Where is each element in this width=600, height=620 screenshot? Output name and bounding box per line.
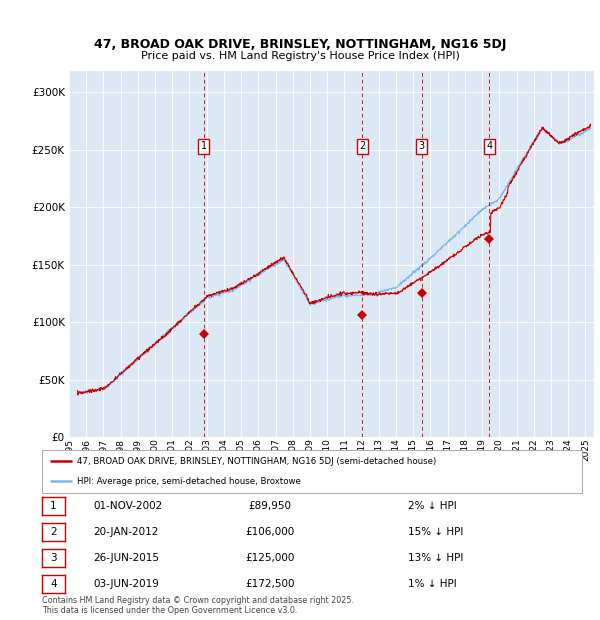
Text: £89,950: £89,950 <box>248 501 292 511</box>
Text: Contains HM Land Registry data © Crown copyright and database right 2025.
This d: Contains HM Land Registry data © Crown c… <box>42 596 354 615</box>
Text: £125,000: £125,000 <box>245 553 295 563</box>
Text: 2: 2 <box>359 141 365 151</box>
Text: 03-JUN-2019: 03-JUN-2019 <box>93 579 159 589</box>
Text: 26-JUN-2015: 26-JUN-2015 <box>93 553 159 563</box>
Text: Price paid vs. HM Land Registry's House Price Index (HPI): Price paid vs. HM Land Registry's House … <box>140 51 460 61</box>
Text: £106,000: £106,000 <box>245 527 295 537</box>
Text: HPI: Average price, semi-detached house, Broxtowe: HPI: Average price, semi-detached house,… <box>77 477 301 485</box>
Text: 13% ↓ HPI: 13% ↓ HPI <box>408 553 463 563</box>
Text: 47, BROAD OAK DRIVE, BRINSLEY, NOTTINGHAM, NG16 5DJ (semi-detached house): 47, BROAD OAK DRIVE, BRINSLEY, NOTTINGHA… <box>77 457 436 466</box>
Text: 3: 3 <box>418 141 425 151</box>
Text: 1% ↓ HPI: 1% ↓ HPI <box>408 579 457 589</box>
Text: 3: 3 <box>50 553 57 563</box>
Text: 4: 4 <box>486 141 493 151</box>
Text: 1: 1 <box>50 501 57 511</box>
Text: 1: 1 <box>201 141 207 151</box>
Text: 4: 4 <box>50 579 57 589</box>
Text: 2% ↓ HPI: 2% ↓ HPI <box>408 501 457 511</box>
Text: 2: 2 <box>50 527 57 537</box>
Text: 47, BROAD OAK DRIVE, BRINSLEY, NOTTINGHAM, NG16 5DJ: 47, BROAD OAK DRIVE, BRINSLEY, NOTTINGHA… <box>94 38 506 51</box>
Text: 01-NOV-2002: 01-NOV-2002 <box>93 501 162 511</box>
Text: 20-JAN-2012: 20-JAN-2012 <box>93 527 158 537</box>
Text: £172,500: £172,500 <box>245 579 295 589</box>
Text: 15% ↓ HPI: 15% ↓ HPI <box>408 527 463 537</box>
